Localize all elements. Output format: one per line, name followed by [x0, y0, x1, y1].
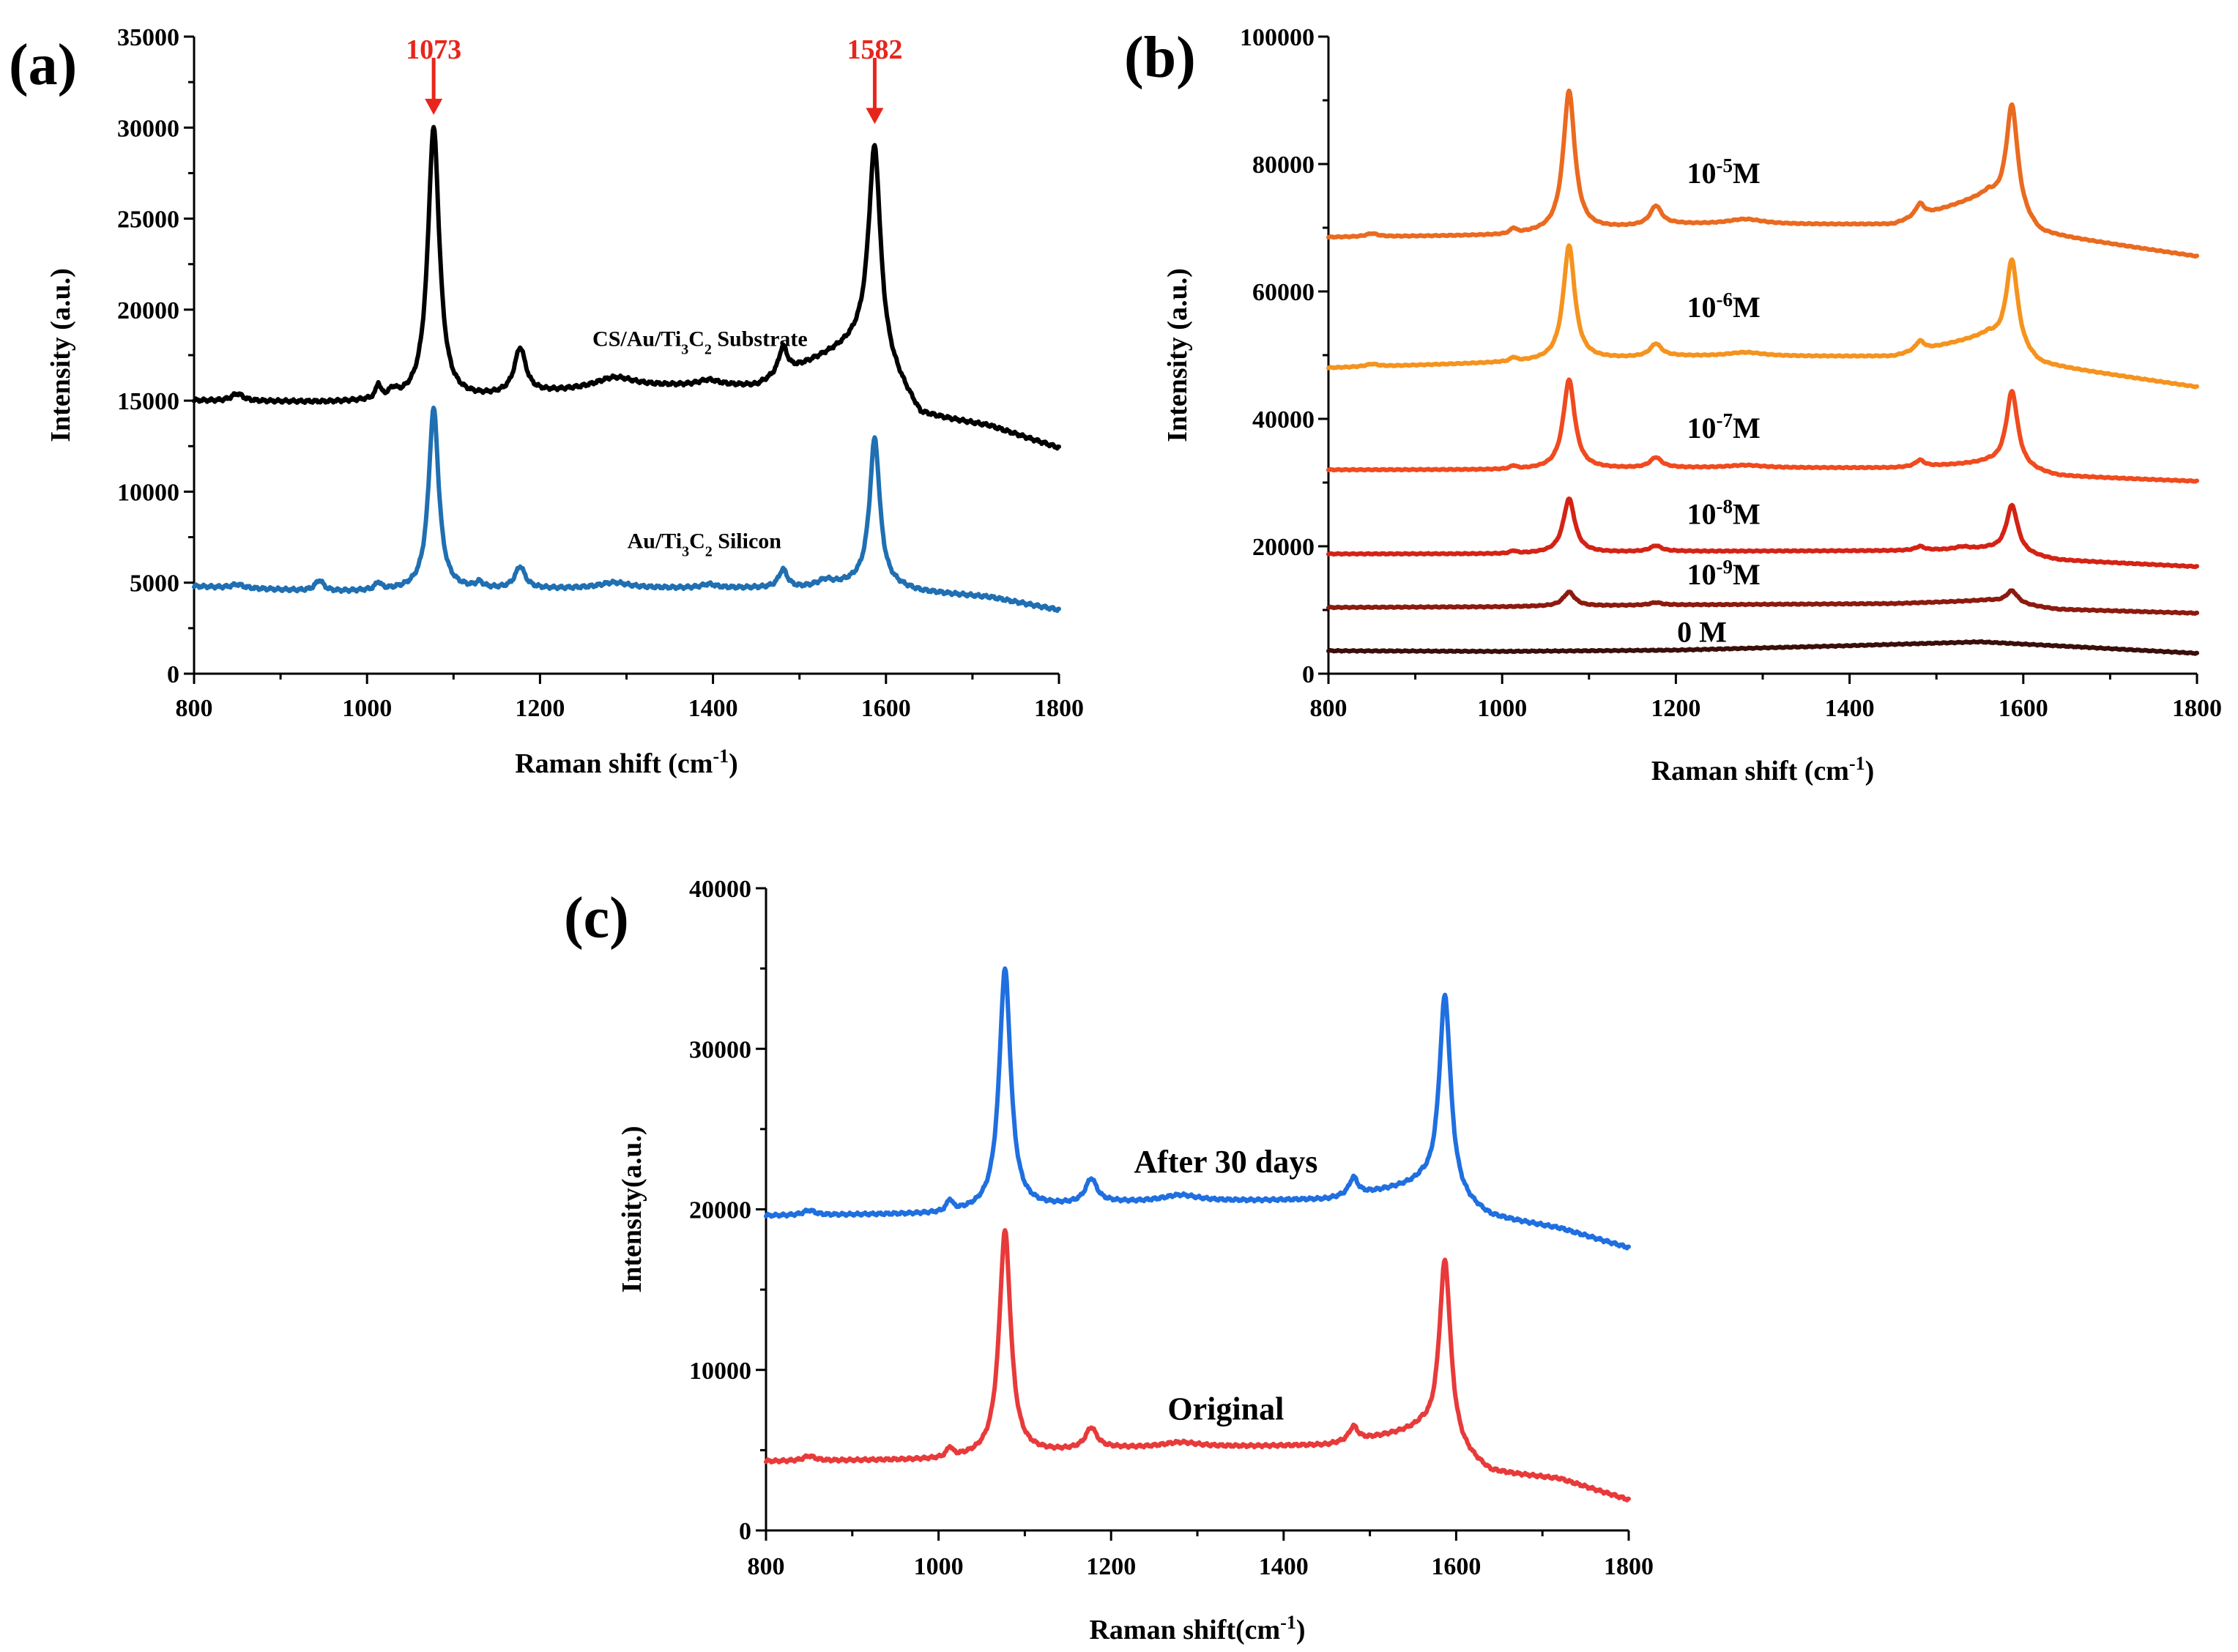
x-tick-label: 1000: [1477, 695, 1527, 722]
x-tick-label: 1400: [1259, 1553, 1309, 1580]
series-label: 10-8M: [1687, 496, 1760, 531]
x-tick-label: 800: [1310, 695, 1347, 722]
y-tick-label: 0: [167, 661, 179, 688]
series-line-After-30-days: [764, 966, 1631, 1251]
y-tick-label: 0: [739, 1518, 751, 1545]
panel-a: (a) 800 1000 1200 1400 1600 1800 0 5000 10000 1500…: [9, 24, 1084, 779]
series-line-10-7M: [1326, 377, 2199, 484]
series-line-Au-Ti3C2-Silicon: [192, 405, 1061, 614]
x-tick-label: 800: [176, 695, 213, 722]
series-label: Au/Ti3C2 Silicon: [628, 529, 782, 559]
x-tick-label: 1400: [1825, 695, 1875, 722]
y-tick-label: 40000: [689, 876, 751, 903]
series-line-10-6M: [1326, 243, 2199, 390]
series-label: CS/Au/Ti3C2 Substrate: [592, 327, 808, 358]
x-tick-label: 1000: [914, 1553, 964, 1580]
x-axis-title: Raman shift (cm-1): [1651, 753, 1875, 787]
y-tick-label: 15000: [117, 388, 179, 415]
x-tick-label: 1600: [861, 695, 911, 722]
peak-arrow-head: [425, 98, 443, 115]
x-tick-label: 1400: [688, 695, 738, 722]
y-tick-label: 25000: [117, 206, 179, 234]
x-tick-label: 1200: [1651, 695, 1700, 722]
x-tick-label: 1000: [342, 695, 392, 722]
panel-c: (c) 800 1000 1200 1400 1600 1800 0 10000 20000 300…: [564, 876, 1654, 1645]
y-tick-label: 35000: [117, 24, 179, 51]
y-tick-label: 30000: [117, 115, 179, 142]
x-tick-label: 1200: [515, 695, 565, 722]
y-tick-label: 30000: [689, 1036, 751, 1063]
series-label: 0 M: [1677, 616, 1727, 649]
panel-label: (a): [9, 33, 77, 97]
series-line-10-8M: [1326, 496, 2199, 570]
x-tick-label: 1800: [1604, 1553, 1654, 1580]
x-tick-label: 800: [748, 1553, 785, 1580]
y-tick-label: 20000: [1252, 534, 1315, 561]
y-tick-label: 0: [1302, 661, 1315, 688]
y-tick-label: 10000: [117, 479, 179, 506]
series-line-0-M: [1326, 639, 2199, 656]
x-tick-label: 1200: [1086, 1553, 1136, 1580]
series-label: 10-9M: [1687, 556, 1760, 591]
panel-label: (c): [564, 886, 629, 950]
y-tick-label: 60000: [1252, 279, 1315, 306]
y-tick-label: 20000: [117, 297, 179, 324]
peak-arrow-head: [866, 108, 884, 124]
series-label: Original: [1167, 1391, 1284, 1427]
panel-label: (b): [1124, 26, 1196, 90]
y-tick-label: 10000: [689, 1358, 751, 1385]
x-tick-label: 1600: [1431, 1553, 1481, 1580]
series-label: 10-5M: [1687, 155, 1760, 190]
y-tick-label: 40000: [1252, 406, 1315, 434]
y-tick-label: 100000: [1240, 24, 1315, 51]
series-line-Original: [764, 1228, 1631, 1503]
y-axis-title: Intensity (a.u.): [1162, 268, 1193, 442]
series-label: After 30 days: [1134, 1144, 1317, 1180]
x-axis-title: Raman shift(cm-1): [1089, 1612, 1305, 1646]
x-tick-label: 1600: [1999, 695, 2048, 722]
y-axis-title: Intensity (a.u.): [45, 268, 76, 442]
x-tick-label: 1800: [2172, 695, 2222, 722]
panel-b: (b) 800 1000 1200 1400 1600 1800 0 20000 40000 600…: [1124, 24, 2222, 786]
x-axis-title: Raman shift (cm-1): [515, 745, 738, 780]
series-line-10-5M: [1326, 88, 2199, 259]
y-axis-title: Intensity(a.u.): [617, 1125, 647, 1292]
y-tick-label: 5000: [130, 570, 179, 598]
y-tick-label: 80000: [1252, 152, 1315, 179]
series-line-CS-Au-Ti3C2-Substrate: [192, 124, 1061, 451]
x-tick-label: 1800: [1034, 695, 1084, 722]
series-label: 10-7M: [1687, 409, 1760, 444]
series-line-10-9M: [1326, 588, 2199, 616]
series-label: 10-6M: [1687, 289, 1760, 324]
y-tick-label: 20000: [689, 1197, 751, 1224]
